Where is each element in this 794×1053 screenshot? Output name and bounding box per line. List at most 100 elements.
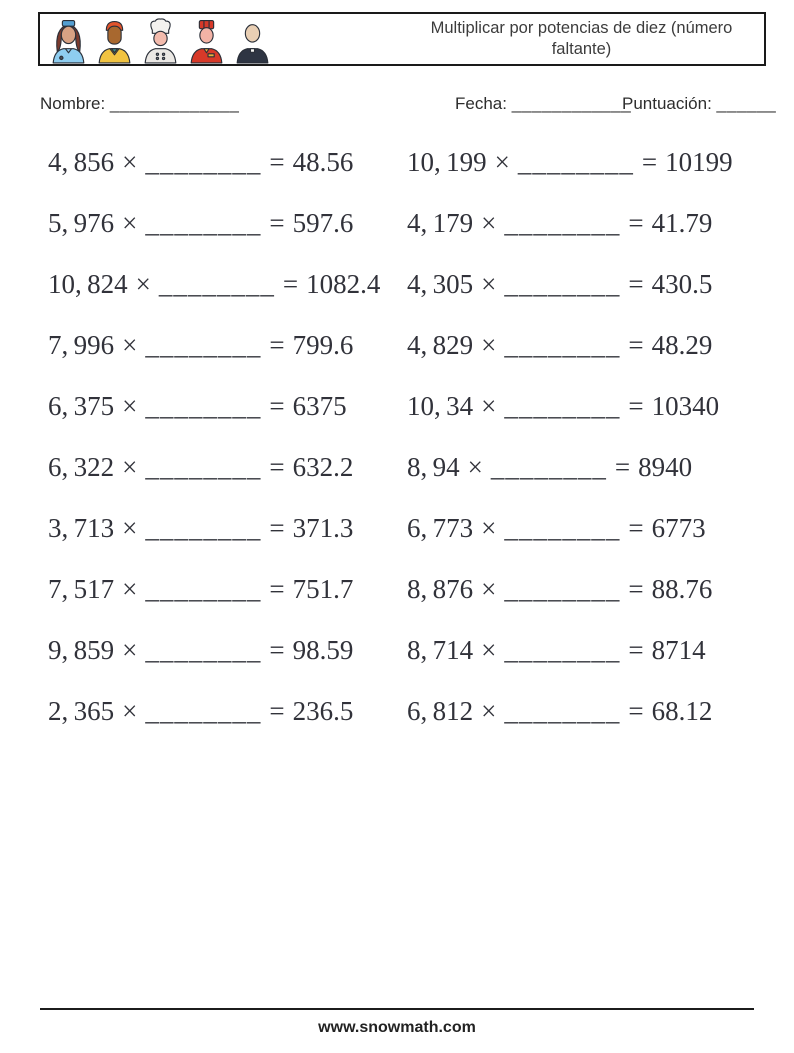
multiplicand: 4, 829 bbox=[407, 330, 474, 360]
bellhop-avatar-icon bbox=[190, 20, 223, 64]
equals-symbol: = bbox=[628, 208, 644, 238]
answer-blank: ________ bbox=[145, 208, 262, 238]
answer-blank: ________ bbox=[145, 696, 262, 726]
equals-symbol: = bbox=[269, 574, 285, 604]
info-fields: Nombre: _____________ Fecha: ___________… bbox=[40, 94, 776, 116]
product-value: 799.6 bbox=[292, 330, 354, 360]
multiply-symbol: × bbox=[122, 208, 138, 238]
multiply-symbol: × bbox=[494, 147, 510, 177]
name-blank-line: _____________ bbox=[109, 94, 240, 113]
problem-row: 6, 375 × ________ = 6375 bbox=[48, 376, 407, 437]
multiply-symbol: × bbox=[122, 391, 138, 421]
date-blank-line: ____________ bbox=[511, 94, 632, 113]
answer-blank: ________ bbox=[504, 696, 621, 726]
multiply-symbol: × bbox=[135, 269, 151, 299]
answer-blank: ________ bbox=[145, 574, 262, 604]
equals-symbol: = bbox=[269, 696, 285, 726]
problem-row: 7, 517 × ________ = 751.7 bbox=[48, 559, 407, 620]
product-value: 751.7 bbox=[292, 574, 354, 604]
multiply-symbol: × bbox=[122, 452, 138, 482]
equals-symbol: = bbox=[269, 391, 285, 421]
problem-row: 10, 824 × ________ = 1082.4 bbox=[48, 254, 407, 315]
problem-row: 6, 812 × ________ = 68.12 bbox=[407, 681, 754, 742]
equals-symbol: = bbox=[628, 574, 644, 604]
product-value: 48.29 bbox=[651, 330, 713, 360]
multiplicand: 9, 859 bbox=[48, 635, 115, 665]
answer-blank: ________ bbox=[504, 513, 621, 543]
multiplicand: 5, 976 bbox=[48, 208, 115, 238]
footer-divider bbox=[40, 1008, 754, 1010]
name-field: Nombre: _____________ bbox=[40, 94, 239, 114]
multiplicand: 6, 375 bbox=[48, 391, 115, 421]
problem-row: 7, 996 × ________ = 799.6 bbox=[48, 315, 407, 376]
product-value: 10340 bbox=[651, 391, 720, 421]
problem-row: 9, 859 × ________ = 98.59 bbox=[48, 620, 407, 681]
multiplicand: 10, 34 bbox=[407, 391, 474, 421]
product-value: 68.12 bbox=[651, 696, 713, 726]
product-value: 430.5 bbox=[651, 269, 713, 299]
answer-blank: ________ bbox=[145, 635, 262, 665]
footer-url: www.snowmath.com bbox=[318, 1019, 476, 1036]
product-value: 10199 bbox=[665, 147, 733, 177]
equals-symbol: = bbox=[628, 269, 644, 299]
equals-symbol: = bbox=[628, 391, 644, 421]
equals-symbol: = bbox=[641, 147, 658, 177]
equals-symbol: = bbox=[282, 269, 299, 299]
problems-column-left: 4, 856 × ________ = 48.56 5, 976 × _____… bbox=[48, 132, 407, 742]
product-value: 41.79 bbox=[651, 208, 713, 238]
multiplicand: 4, 305 bbox=[407, 269, 474, 299]
multiplicand: 10, 824 bbox=[48, 269, 128, 299]
equals-symbol: = bbox=[269, 330, 285, 360]
problem-row: 4, 305 × ________ = 430.5 bbox=[407, 254, 754, 315]
multiplicand: 7, 517 bbox=[48, 574, 115, 604]
equals-symbol: = bbox=[269, 147, 285, 177]
multiplicand: 4, 179 bbox=[407, 208, 474, 238]
multiply-symbol: × bbox=[481, 635, 497, 665]
multiply-symbol: × bbox=[481, 330, 497, 360]
multiplicand: 8, 714 bbox=[407, 635, 474, 665]
multiply-symbol: × bbox=[481, 269, 497, 299]
answer-blank: ________ bbox=[504, 391, 621, 421]
score-label: Puntuación: bbox=[622, 94, 712, 113]
multiply-symbol: × bbox=[122, 696, 138, 726]
equals-symbol: = bbox=[269, 452, 285, 482]
product-value: 1082.4 bbox=[306, 269, 381, 299]
problem-row: 4, 829 × ________ = 48.29 bbox=[407, 315, 754, 376]
answer-blank: ________ bbox=[504, 574, 621, 604]
product-value: 597.6 bbox=[292, 208, 354, 238]
man-cap-avatar-icon bbox=[98, 21, 131, 64]
answer-blank: ________ bbox=[145, 391, 262, 421]
problem-row: 8, 876 × ________ = 88.76 bbox=[407, 559, 754, 620]
equals-symbol: = bbox=[628, 330, 644, 360]
problem-row: 8, 714 × ________ = 8714 bbox=[407, 620, 754, 681]
avatar-row bbox=[40, 14, 273, 64]
equals-symbol: = bbox=[614, 452, 631, 482]
multiply-symbol: × bbox=[122, 635, 138, 665]
equals-symbol: = bbox=[269, 208, 285, 238]
multiplicand: 6, 812 bbox=[407, 696, 474, 726]
problem-row: 10, 199 × ________ = 10199 bbox=[407, 132, 754, 193]
multiplicand: 8, 94 bbox=[407, 452, 460, 482]
problem-row: 4, 179 × ________ = 41.79 bbox=[407, 193, 754, 254]
product-value: 8714 bbox=[651, 635, 706, 665]
equals-symbol: = bbox=[269, 635, 285, 665]
product-value: 632.2 bbox=[292, 452, 354, 482]
equals-symbol: = bbox=[628, 513, 644, 543]
problem-row: 3, 713 × ________ = 371.3 bbox=[48, 498, 407, 559]
problem-row: 5, 976 × ________ = 597.6 bbox=[48, 193, 407, 254]
multiply-symbol: × bbox=[481, 208, 497, 238]
product-value: 98.59 bbox=[292, 635, 354, 665]
problems-column-right: 10, 199 × ________ = 10199 4, 179 × ____… bbox=[407, 132, 754, 742]
product-value: 236.5 bbox=[292, 696, 354, 726]
multiply-symbol: × bbox=[467, 452, 483, 482]
multiplicand: 6, 773 bbox=[407, 513, 474, 543]
multiplicand: 4, 856 bbox=[48, 147, 115, 177]
answer-blank: ________ bbox=[145, 452, 262, 482]
answer-blank: ________ bbox=[504, 635, 621, 665]
multiplicand: 2, 365 bbox=[48, 696, 115, 726]
multiply-symbol: × bbox=[481, 696, 497, 726]
product-value: 371.3 bbox=[292, 513, 354, 543]
answer-blank: ________ bbox=[158, 269, 275, 299]
multiplicand: 10, 199 bbox=[407, 147, 487, 177]
product-value: 48.56 bbox=[292, 147, 354, 177]
